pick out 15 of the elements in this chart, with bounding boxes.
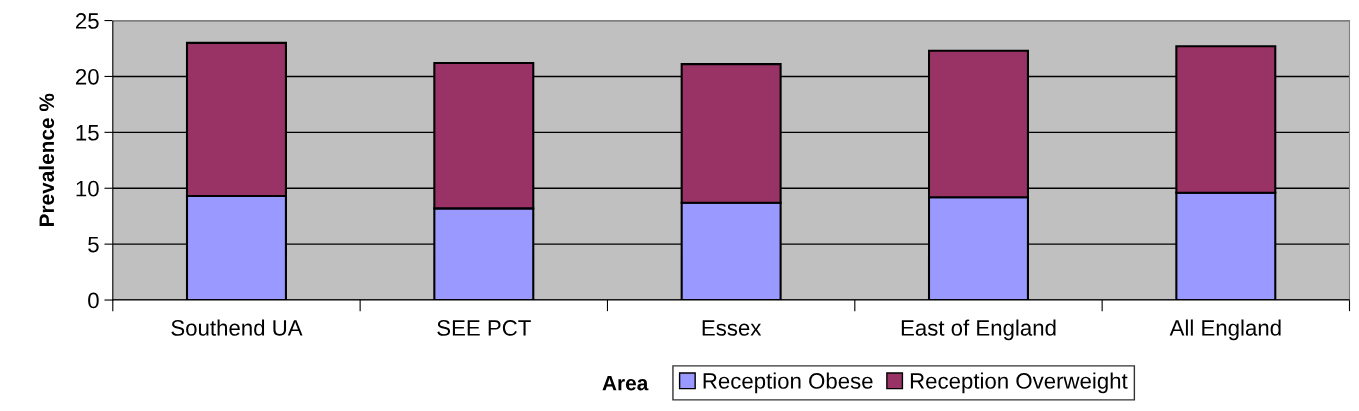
x-tick-label: Southend UA	[171, 319, 303, 336]
y-axis-title: Prevalence %	[38, 93, 55, 227]
x-tick-label: SEE PCT	[437, 320, 531, 336]
x-tick-label: Essex	[702, 320, 762, 336]
legend-label: Reception Obese	[703, 372, 873, 394]
legend-label: Reception Overweight	[910, 372, 1128, 394]
y-tick-label: 0	[88, 292, 99, 309]
y-tick-label: 25	[76, 13, 99, 29]
y-tick-label: 15	[76, 125, 99, 141]
y-tick-label: 10	[76, 180, 99, 197]
x-axis-title: Area	[602, 375, 649, 391]
y-tick-label: 20	[76, 68, 99, 85]
y-tick-label: 5	[88, 236, 99, 253]
x-tick-label: East of England	[901, 319, 1056, 341]
x-tick-label: All England	[1169, 319, 1281, 341]
